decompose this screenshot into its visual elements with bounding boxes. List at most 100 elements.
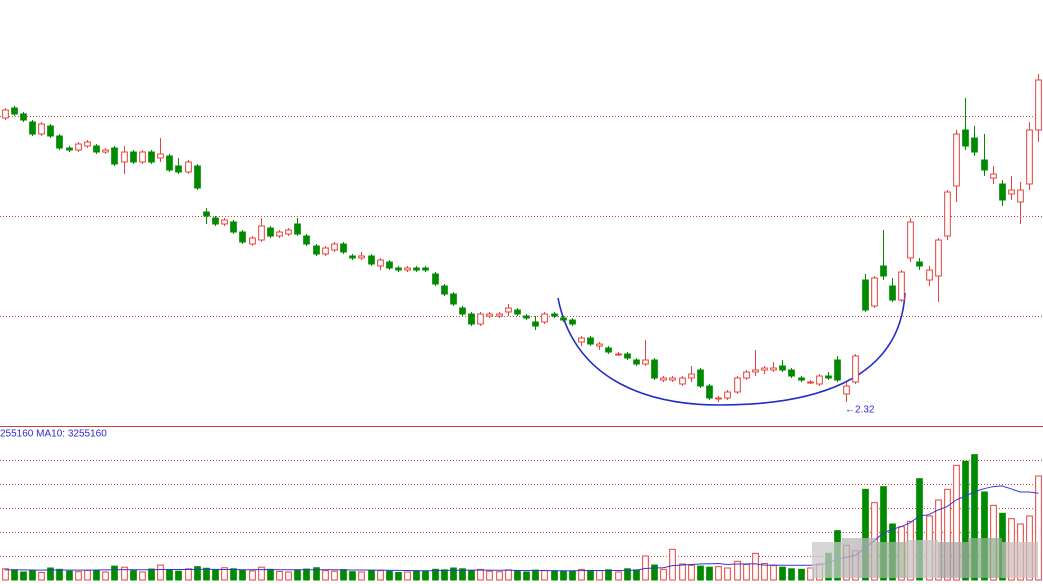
candle-body [1035, 79, 1042, 131]
volume-bar [203, 567, 210, 581]
volume-bar [185, 568, 192, 581]
candle-body [807, 381, 814, 384]
candle-body [761, 367, 768, 371]
candle-body [724, 391, 731, 399]
candle-body [852, 355, 859, 383]
volume-bar [505, 569, 512, 581]
candle-body [926, 269, 933, 281]
blur-block [906, 540, 938, 578]
volume-bar [322, 570, 329, 581]
candle-body [560, 317, 567, 321]
candle-body [651, 359, 658, 379]
candle-body [907, 221, 914, 259]
volume-bar [11, 569, 18, 581]
candle-body [953, 133, 960, 187]
candle-body [752, 369, 759, 373]
candle-body [569, 319, 576, 325]
candle-body [194, 165, 201, 189]
candle-body [541, 313, 548, 323]
candle-body [734, 377, 741, 393]
candle-body [898, 271, 905, 301]
candle-body [276, 231, 283, 237]
candle-body [121, 151, 128, 163]
volume-bar [93, 570, 100, 581]
candle-body [303, 235, 310, 245]
candle-body [605, 347, 612, 353]
volume-bar [166, 569, 173, 581]
candle-body [386, 261, 393, 269]
volume-bar [551, 570, 558, 581]
candle-body [221, 219, 228, 225]
candle-body [532, 321, 539, 327]
volume-bar [267, 568, 274, 581]
volume-bar [862, 488, 869, 581]
candle-body [624, 353, 631, 359]
candle-body [93, 145, 100, 153]
volume-bar [734, 560, 741, 581]
volume-bar [724, 567, 731, 581]
candle-body [175, 165, 182, 173]
volume-bar [313, 567, 320, 581]
candle-body [432, 273, 439, 285]
candle-body [523, 315, 530, 319]
volume-bar [175, 570, 182, 581]
volume-bar [660, 568, 667, 581]
candle-body [788, 369, 795, 377]
candle-body [413, 267, 420, 271]
candle-body [157, 153, 164, 159]
volume-bar [569, 570, 576, 581]
volume-bar [761, 562, 768, 581]
volume-bar [221, 567, 228, 581]
volume-bar [239, 569, 246, 581]
candle-body [981, 159, 988, 171]
candle-body [669, 377, 676, 381]
candle-body [358, 255, 365, 259]
candle-body [505, 307, 512, 313]
volume-bar [981, 491, 988, 581]
candle-body [715, 397, 722, 400]
volume-bar [56, 568, 63, 581]
candle-body [29, 121, 36, 135]
candle-body [148, 151, 155, 163]
candle-body [935, 239, 942, 277]
candle-body [871, 277, 878, 307]
volume-bar [605, 569, 612, 581]
candle-body [642, 359, 649, 365]
volume-bar [752, 552, 759, 581]
candle-body [880, 265, 887, 277]
volume-bar [111, 565, 118, 581]
candle-body [47, 125, 54, 137]
volume-bar [441, 569, 448, 581]
candle-body [130, 151, 137, 163]
candle-body [20, 113, 27, 121]
candle-body [212, 217, 219, 225]
candle-body [779, 365, 786, 371]
volume-bar [121, 566, 128, 581]
blur-block [842, 538, 876, 578]
volume-bar [477, 568, 484, 581]
volume-bar [230, 568, 237, 581]
volume-bar [276, 570, 283, 581]
candle-body [249, 237, 256, 245]
volume-bar [404, 571, 411, 581]
volume-bar [679, 563, 686, 581]
candle-body [743, 371, 750, 379]
volume-bar [523, 571, 530, 581]
volume-bar [349, 571, 356, 581]
volume-bar [706, 566, 713, 581]
volume-bar [212, 569, 219, 581]
volume-bar [258, 566, 265, 581]
volume-bar [459, 568, 466, 581]
candle-body [203, 211, 210, 217]
volume-bar [788, 568, 795, 581]
volume-bar [148, 568, 155, 581]
candle-body [587, 337, 594, 345]
candle-body [38, 123, 45, 135]
blur-block [968, 538, 1002, 578]
volume-bar [285, 571, 292, 581]
candle-body [75, 143, 82, 151]
volume-bar [47, 567, 54, 581]
blur-block [876, 542, 906, 578]
volume-bar [130, 570, 137, 581]
volume-bar [422, 570, 429, 581]
